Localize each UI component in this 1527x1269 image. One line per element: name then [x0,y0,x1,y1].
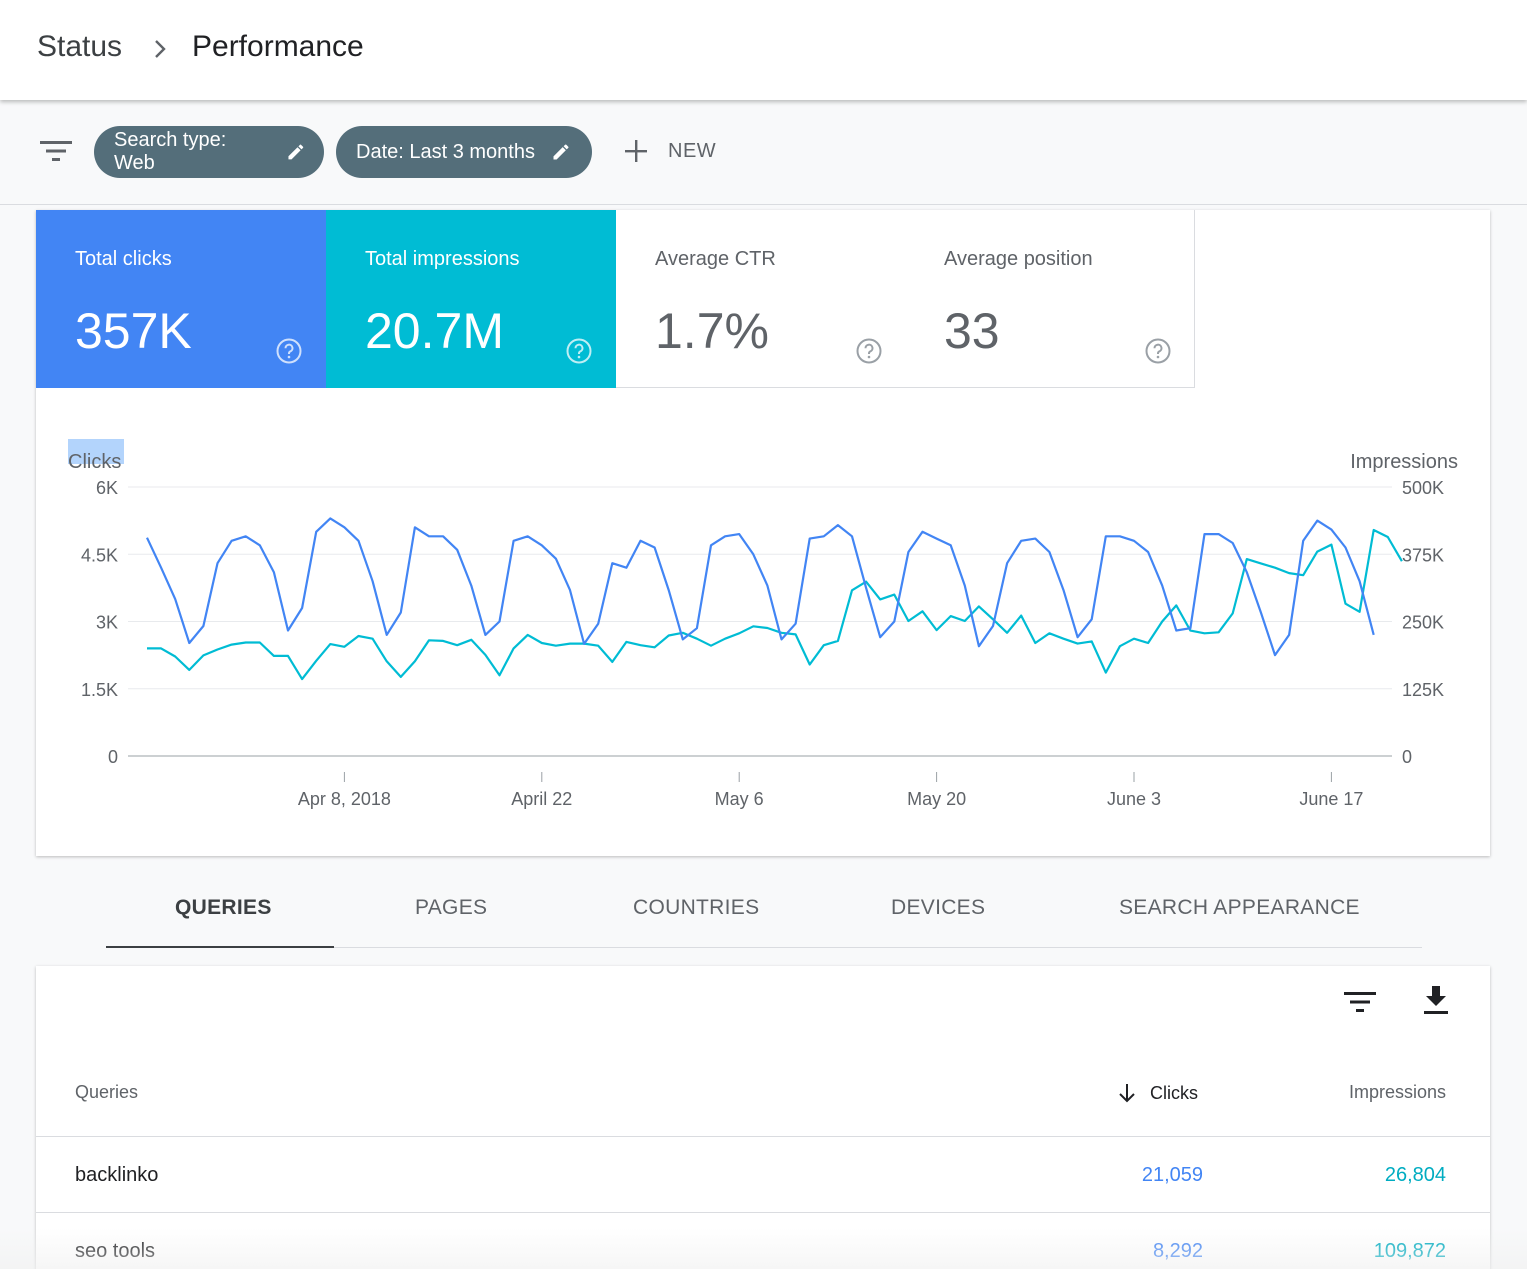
page-header: Status Performance [0,0,1527,100]
header-divider [36,1136,1490,1137]
x-tick-label: May 20 [907,789,966,809]
row-impressions: 26,804 [1384,1164,1446,1186]
y2-tick-label: 500K [1402,478,1444,498]
metric-total-impressions[interactable]: Total impressions 20.7M [326,210,616,388]
plus-icon [625,140,647,162]
date-chip[interactable]: Date: Last 3 months [336,126,592,178]
filter-rows-icon[interactable] [1344,990,1376,1014]
y-tick-label: 6K [96,478,118,498]
edit-pencil-icon [288,144,304,160]
active-tab-indicator [106,946,334,948]
metric-average-position[interactable]: Average position 33 [905,210,1195,388]
queries-table: Queries Clicks Impressions backlinko 21,… [36,966,1490,1269]
search-type-chip[interactable]: Search type: Web [94,126,324,178]
y-tick-label: 3K [96,613,118,633]
y2-tick-label: 125K [1402,680,1444,700]
help-icon[interactable] [566,338,592,364]
tab-queries[interactable]: QUERIES [175,896,272,919]
y-tick-label: 1.5K [81,680,118,700]
metric-label: Total clicks [75,248,172,270]
search-type-chip-label: Search type: Web [114,129,227,174]
clicks-axis-title: Clicks [68,451,121,473]
download-icon[interactable] [1423,984,1449,1016]
performance-card: Total clicks 357K Total impressions 20.7… [36,210,1490,856]
row-clicks: 8,292 [1152,1240,1203,1262]
metric-value: 357K [75,303,192,359]
column-header-clicks-label: Clicks [1150,1082,1198,1103]
dimension-tabs: QUERIES PAGES COUNTRIES DEVICES SEARCH A… [106,870,1422,948]
tab-countries[interactable]: COUNTRIES [633,896,760,919]
row-query: backlinko [75,1164,159,1186]
metric-label: Average position [944,248,1093,270]
impressions-axis-title: Impressions [1350,451,1458,473]
x-tick-label: Apr 8, 2018 [298,789,391,809]
column-header-queries[interactable]: Queries [75,1082,139,1102]
help-icon[interactable] [276,338,302,364]
row-divider [36,1212,1490,1213]
metric-average-ctr[interactable]: Average CTR 1.7% [616,210,906,388]
date-chip-label: Date: Last 3 months [356,140,535,163]
x-tick-label: June 3 [1107,789,1161,809]
tab-devices[interactable]: DEVICES [891,896,986,919]
new-filter-button[interactable]: NEW [622,136,716,166]
row-query: seo tools [75,1240,156,1262]
edit-pencil-icon [553,144,569,160]
tab-search-appearance[interactable]: SEARCH APPEARANCE [1119,896,1360,919]
help-icon[interactable] [856,338,882,364]
performance-chart[interactable]: Clicks Impressions 0 0 1.5K 125K 3K 250K 4.5K 375… [36,420,1490,840]
y2-tick-label: 250K [1402,613,1444,633]
clicks-axis-title-highlight [68,439,124,464]
arrow-down-icon [1119,1084,1135,1103]
metric-label: Average CTR [655,248,776,270]
tab-pages[interactable]: PAGES [415,896,488,919]
metric-value: 1.7% [655,303,769,359]
page-title: Performance [192,30,364,63]
clicks-series-line [146,517,1375,657]
chevron-right-icon [155,40,166,58]
metric-value: 20.7M [365,303,504,359]
row-clicks: 21,059 [1141,1164,1203,1186]
x-tick-label: April 22 [511,789,572,809]
row-impressions: 109,872 [1373,1240,1446,1262]
metric-total-clicks[interactable]: Total clicks 357K [36,210,326,388]
y2-tick-label: 375K [1402,545,1444,565]
column-header-clicks[interactable]: Clicks [1116,1082,1198,1104]
help-icon[interactable] [1145,338,1171,364]
metric-label: Total impressions [365,248,520,270]
impressions-series-line [147,528,1403,681]
y2-tick-label: 0 [1402,747,1412,767]
filter-icon[interactable] [40,139,72,163]
breadcrumb-status[interactable]: Status [37,30,123,63]
x-tick-label: May 6 [715,789,764,809]
x-tick-label: June 17 [1299,789,1363,809]
y-tick-label: 4.5K [81,545,118,565]
y-tick-label: 0 [108,747,118,767]
new-filter-label: NEW [668,139,717,162]
metric-value: 33 [944,303,1000,359]
column-header-impressions[interactable]: Impressions [1348,1082,1446,1102]
